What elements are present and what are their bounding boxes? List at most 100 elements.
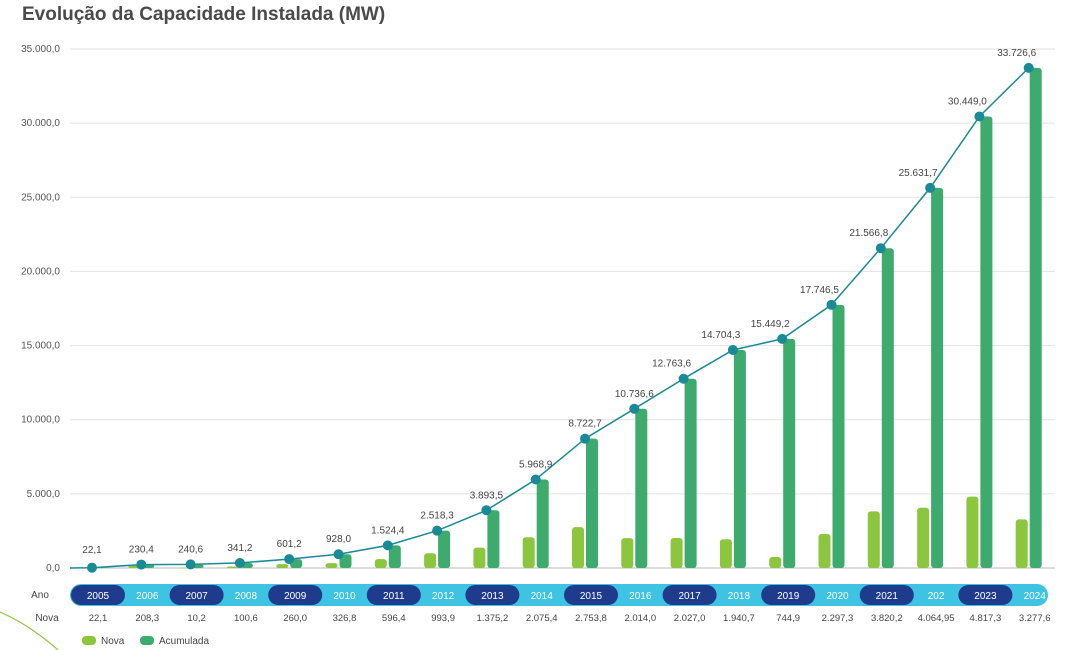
nova-label-2022: 4.064,95: [918, 613, 955, 624]
year-pill-2021: [859, 585, 914, 605]
point-2019: [777, 333, 788, 344]
value-label-2023: 30.449,0: [948, 96, 987, 107]
point-2009: [284, 554, 295, 565]
year-pill-2019: [761, 585, 816, 605]
bar-acumulada-2010: [339, 554, 352, 568]
nova-label-2019: 744,9: [776, 613, 800, 624]
year-pill-2017: [662, 585, 717, 605]
bar-nova-2010: [325, 563, 338, 568]
bar-acumulada-2021: [881, 248, 894, 568]
year-label-2007: 2007: [185, 591, 208, 602]
year-label-2014: 2014: [531, 591, 554, 602]
year-label-2020: 2020: [826, 591, 849, 602]
value-label-2013: 3.893,5: [470, 490, 504, 501]
year-label-2011: 2011: [383, 591, 405, 602]
value-label-2020: 17.746,5: [800, 285, 839, 296]
year-label-2016: 2016: [629, 591, 652, 602]
value-label-2007: 240,6: [178, 544, 203, 555]
point-2024: [1023, 62, 1034, 73]
chart-title: Evolução da Capacidade Instalada (MW): [22, 4, 386, 25]
bar-nova-2007: [177, 567, 190, 569]
value-label-2005: 22,1: [82, 545, 102, 556]
bar-acumulada-2012: [438, 530, 451, 568]
year-label-2024: 2024: [1024, 591, 1047, 602]
bar-nova-2015: [572, 527, 584, 568]
y-axis-ticks: 0,0 5.000,0 10.000,0 15.000,0 20.000,0 25.000…: [21, 44, 60, 574]
year-pill-2011: [366, 585, 421, 605]
nova-label-2012: 993,9: [431, 613, 455, 624]
y-tick-label: 5.000,0: [27, 489, 61, 500]
value-label-2017: 12.763,6: [652, 359, 691, 370]
nova-row: Nova 22,1 208,3 10,2 100,6 260,0 326,8 596,4 993…: [35, 613, 1050, 624]
year-label-2008: 2008: [235, 591, 258, 602]
value-label-2006: 230,4: [129, 545, 154, 556]
y-tick-label: 15.000,0: [21, 341, 60, 352]
year-label-2012: 2012: [432, 591, 455, 602]
bar-acumulada-2020: [832, 304, 845, 568]
nova-label-2021: 3.820,2: [871, 613, 903, 624]
legend-swatch-acumulada: [140, 636, 154, 645]
nova-label-2011: 596,4: [382, 613, 406, 624]
point-2020: [826, 299, 837, 310]
value-label-2014: 5.968,9: [519, 459, 553, 470]
year-label-2019: 2019: [777, 591, 800, 602]
nova-label-2006: 208,3: [135, 613, 159, 624]
bar-nova-2023: [966, 496, 979, 568]
value-label-2019: 15.449,2: [751, 319, 790, 330]
y-tick-label: 10.000,0: [21, 415, 60, 426]
decorative-curve: [0, 611, 59, 650]
value-label-2022: 25.631,7: [899, 168, 938, 179]
point-2021: [875, 243, 886, 254]
point-2012: [432, 525, 443, 536]
gridlines: [70, 48, 1055, 569]
year-pill-2005: [71, 585, 125, 605]
bar-acumulada-2015: [586, 438, 598, 568]
bar-acumulada-2014: [536, 479, 549, 568]
year-label-2006: 2006: [136, 591, 159, 602]
nova-label-2008: 100,6: [234, 613, 258, 624]
year-pill-2015: [564, 585, 618, 605]
nova-label-2013: 1.375,2: [477, 613, 509, 624]
nova-label-2015: 2.753,8: [575, 613, 607, 624]
bar-acumulada-2017: [684, 378, 697, 568]
bars: [79, 67, 1042, 569]
point-2022: [925, 182, 936, 193]
nova-label-2018: 1.940,7: [723, 613, 755, 624]
y-tick-label: 25.000,0: [21, 192, 60, 203]
point-2007: [185, 559, 196, 570]
bar-nova-2020: [818, 533, 831, 568]
value-label-2024: 33.726,6: [997, 48, 1036, 59]
bar-nova-2024: [1015, 519, 1028, 568]
nova-label-2007: 10,2: [187, 613, 206, 624]
bar-nova-2017: [670, 537, 683, 568]
year-pill-2007: [169, 585, 224, 605]
bar-nova-2014: [522, 537, 535, 568]
year-label-2015: 2015: [580, 591, 603, 602]
nova-label-2023: 4.817,3: [970, 613, 1002, 624]
y-tick-label: 30.000,0: [21, 118, 60, 129]
point-2017: [678, 373, 689, 384]
bar-acumulada-2011: [388, 545, 401, 568]
year-label-2023: 2023: [974, 591, 997, 602]
bar-acumulada-2019: [783, 338, 796, 568]
bar-nova-2012: [424, 553, 437, 568]
point-2015: [580, 433, 590, 444]
cumulative-line: [69, 62, 1034, 573]
point-2005: [87, 562, 97, 573]
value-label-2008: 341,2: [227, 543, 252, 554]
year-label-2010: 2010: [333, 591, 356, 602]
nova-label-2014: 2.075,4: [526, 613, 558, 624]
row-label-ano: Ano: [31, 590, 49, 601]
point-2006: [136, 559, 147, 570]
nova-label-2016: 2.014,0: [624, 613, 656, 624]
year-label-2017: 2017: [678, 591, 701, 602]
year-label-2013: 2013: [481, 591, 504, 602]
y-tick-label: 35.000,0: [21, 44, 60, 55]
nova-label-2024: 3.277,6: [1019, 613, 1051, 624]
y-tick-label: 20.000,0: [21, 266, 60, 277]
nova-label-2009: 260,0: [283, 613, 307, 624]
bar-acumulada-2016: [635, 408, 648, 568]
bar-nova-2008: [226, 566, 239, 568]
bar-nova-2018: [719, 539, 732, 568]
year-label-2005: 2005: [87, 591, 110, 602]
